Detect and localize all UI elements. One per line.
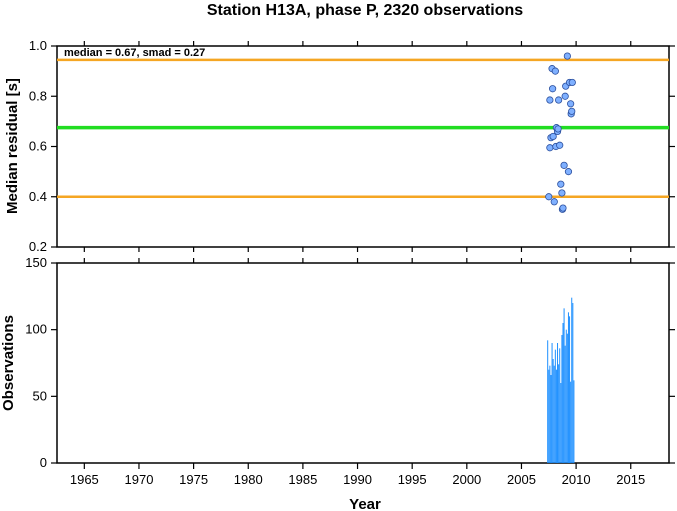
observation-bar xyxy=(549,365,551,463)
observations-y-tick-label: 150 xyxy=(25,255,47,270)
residual-y-ticks: 0.2 0.4 0.6 0.8 1.0 xyxy=(29,38,675,254)
x-tick-label: 1965 xyxy=(70,472,99,487)
observations-y-axis-label: Observations xyxy=(0,315,17,411)
observations-panel-frame xyxy=(56,262,670,464)
x-tick-label: 1995 xyxy=(398,472,427,487)
x-axis-label: Year xyxy=(349,496,381,511)
observation-bar xyxy=(561,335,563,463)
observations-y-ticks: 0 50 100 150 xyxy=(25,255,675,470)
residual-point xyxy=(551,67,559,75)
observation-bar xyxy=(552,359,554,463)
residual-y-tick-label: 0.4 xyxy=(29,189,47,204)
x-tick-label: 1980 xyxy=(234,472,263,487)
x-tick-label: 1985 xyxy=(288,472,317,487)
observation-bar xyxy=(573,380,575,463)
observation-bar xyxy=(554,349,556,463)
median-annotation: median = 0.67, smad = 0.27 xyxy=(64,47,205,59)
residual-panel: median = 0.67, smad = 0.27 0.2 0.4 0.6 0.8 1… xyxy=(4,38,675,254)
residual-point xyxy=(558,189,566,197)
residual-point xyxy=(549,85,557,93)
observation-bar xyxy=(570,381,572,463)
residual-point xyxy=(567,100,575,108)
chart-title: Station H13A, phase P, 2320 observations xyxy=(207,2,523,19)
residual-y-tick-label: 0.2 xyxy=(29,239,47,254)
residual-point xyxy=(554,125,562,133)
residual-point xyxy=(559,204,567,212)
observations-x-ticks: 1965 1970 1975 1980 1985 1990 1995 2000 2005 2010… xyxy=(70,258,645,487)
residual-point xyxy=(546,144,554,152)
observation-bar xyxy=(566,333,568,463)
residual-x-ticks xyxy=(83,41,632,252)
observation-bar xyxy=(550,375,552,463)
observation-bar xyxy=(569,316,571,463)
observation-bar xyxy=(562,323,564,463)
observation-bar xyxy=(560,383,562,463)
observation-bar xyxy=(559,348,561,463)
residual-point xyxy=(549,132,557,141)
residual-point xyxy=(556,141,564,149)
residual-point xyxy=(555,96,563,104)
residual-y-tick-label: 1.0 xyxy=(29,38,47,53)
residual-points xyxy=(545,52,576,213)
residual-point xyxy=(560,161,568,169)
x-tick-label: 1990 xyxy=(343,472,372,487)
x-tick-label: 2010 xyxy=(562,472,591,487)
x-tick-label: 1975 xyxy=(179,472,208,487)
observation-bar xyxy=(547,340,549,463)
observation-bar xyxy=(551,343,553,463)
observations-y-tick-label: 50 xyxy=(33,388,47,403)
observation-bar xyxy=(563,308,565,463)
residual-point xyxy=(550,198,558,206)
observation-bar xyxy=(572,303,574,463)
x-tick-label: 1970 xyxy=(125,472,154,487)
residual-point xyxy=(557,180,565,188)
observations-y-tick-label: 100 xyxy=(25,322,47,337)
residual-y-tick-label: 0.8 xyxy=(29,88,47,103)
observation-bar xyxy=(571,297,573,463)
residual-panel-frame xyxy=(56,45,670,248)
residual-point xyxy=(568,107,576,115)
residual-point xyxy=(568,78,576,87)
observations-panel: 0 50 100 150 1965 1970 1975 1980 1985 1990 1995 20… xyxy=(0,255,675,511)
observation-bar xyxy=(558,364,560,463)
residual-point xyxy=(545,193,553,201)
observation-bars xyxy=(547,297,575,463)
observation-bar xyxy=(557,343,559,463)
residual-point xyxy=(564,168,573,176)
x-tick-label: 2005 xyxy=(507,472,536,487)
observation-bar xyxy=(553,365,555,463)
observation-bar xyxy=(548,369,550,463)
observations-y-tick-label: 0 xyxy=(40,455,47,470)
residual-point xyxy=(561,92,569,100)
residual-point xyxy=(546,96,554,104)
x-tick-label: 2015 xyxy=(616,472,645,487)
residual-y-axis-label: Median residual [s] xyxy=(4,78,21,214)
observation-bar xyxy=(565,329,567,463)
observation-bar xyxy=(555,369,557,463)
observation-bar xyxy=(564,345,566,463)
x-tick-label: 2000 xyxy=(452,472,481,487)
residual-y-tick-label: 0.6 xyxy=(29,139,47,154)
observation-bar xyxy=(567,312,569,463)
residual-point xyxy=(563,52,571,60)
